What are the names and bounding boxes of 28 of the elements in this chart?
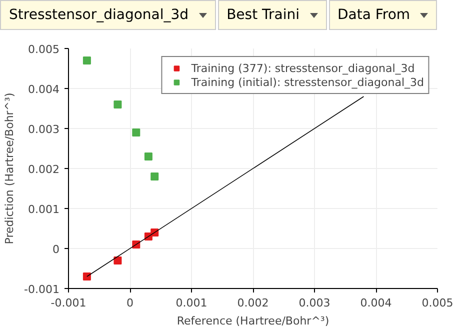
x-tick-label: 0 bbox=[126, 296, 134, 310]
y-tick-label: 0.001 bbox=[28, 203, 60, 216]
text: Data From bbox=[328, 0, 438, 30]
y-tick-label: 0.005 bbox=[28, 43, 60, 56]
x-tick-label: 0.003 bbox=[298, 296, 330, 310]
x-tick-label: 0.001 bbox=[176, 296, 208, 310]
text: Stresstensor_diagonal_3d bbox=[0, 0, 216, 30]
legend-label: Training (377): stresstensor_diagonal_3d bbox=[191, 61, 415, 75]
y-tick-label: 0.004 bbox=[28, 83, 60, 96]
y-tick-label: -0.001 bbox=[24, 283, 60, 296]
point bbox=[132, 128, 140, 136]
x-tick-label: 0.004 bbox=[360, 296, 392, 310]
x-tick-label: 0.005 bbox=[422, 296, 454, 310]
y-axis-title: Prediction (Hartree/Bohr^³) bbox=[3, 92, 16, 244]
text: Best Traini bbox=[218, 0, 326, 30]
point bbox=[82, 56, 91, 64]
x-axis-title: Reference (Hartree/Bohr^³) bbox=[176, 314, 330, 328]
point bbox=[114, 100, 122, 108]
y-tick-label: 0 bbox=[52, 243, 60, 256]
y-tick-label: 0.002 bbox=[28, 163, 60, 176]
point bbox=[144, 152, 152, 160]
x-tick-label: 0.002 bbox=[237, 296, 269, 310]
x-tick-label: -0.001 bbox=[50, 296, 86, 310]
legend-label: Training (initial): stresstensor_diagonal_3d bbox=[191, 75, 424, 89]
y-tick-label: 0.003 bbox=[28, 123, 60, 136]
point bbox=[82, 272, 91, 280]
point bbox=[114, 256, 122, 264]
point bbox=[150, 172, 159, 180]
